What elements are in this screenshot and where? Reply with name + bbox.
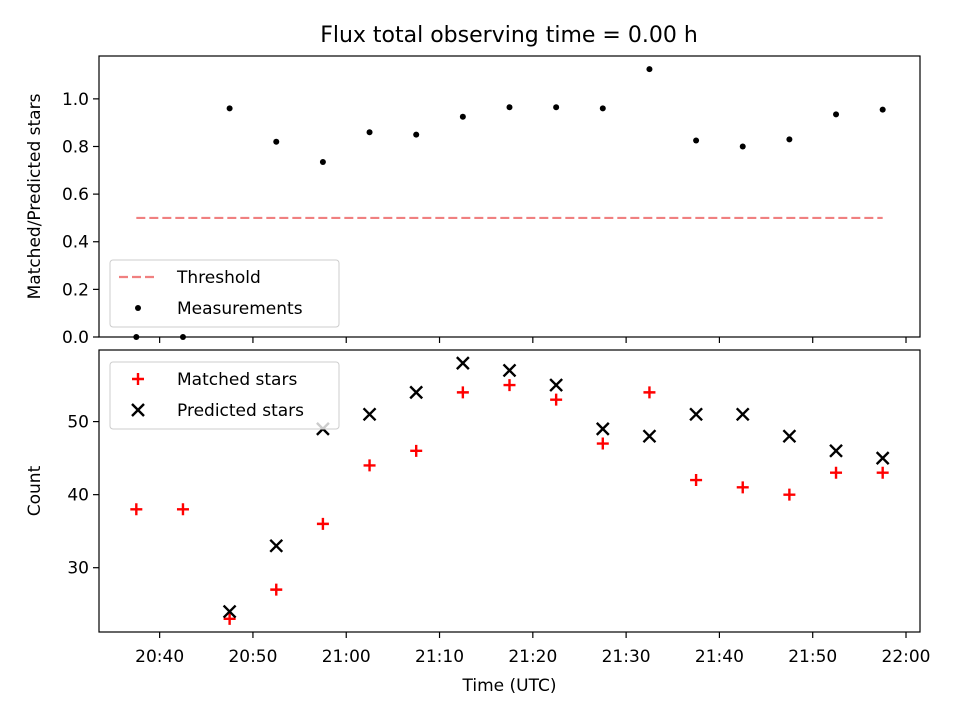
matched-stars-point xyxy=(456,386,469,399)
y-tick-label: 0.0 xyxy=(62,328,89,348)
matched-stars-point xyxy=(736,481,749,494)
measurement-point xyxy=(599,105,606,112)
predicted-stars-point xyxy=(222,604,237,619)
measurement-point xyxy=(226,105,233,112)
predicted-stars-point xyxy=(689,407,703,422)
predicted-stars-point xyxy=(362,407,377,422)
y-axis-label: Matched/Predicted stars xyxy=(25,93,45,299)
x-tick-label: 21:50 xyxy=(788,647,837,667)
x-tick-label: 21:00 xyxy=(322,647,371,667)
matched-stars-point xyxy=(363,459,376,472)
matched-stars-point xyxy=(223,612,236,625)
x-tick-label: 21:40 xyxy=(695,647,744,667)
x-axis-label: Time (UTC) xyxy=(462,676,557,696)
y-tick-label: 40 xyxy=(67,486,89,506)
x-tick-label: 21:30 xyxy=(602,647,651,667)
matched-stars-point xyxy=(270,583,283,596)
y-tick-label: 0.6 xyxy=(62,185,89,205)
predicted-stars-point xyxy=(456,356,470,370)
matched-stars-point xyxy=(643,386,656,399)
predicted-stars-point xyxy=(595,422,610,436)
predicted-stars-point xyxy=(269,538,284,553)
matched-stars-point xyxy=(783,488,796,501)
predicted-stars-point xyxy=(782,429,797,444)
measurement-point xyxy=(739,143,746,150)
measurement-point xyxy=(506,104,513,111)
legend: Matched stars Predicted stars xyxy=(109,361,340,430)
legend-label: Matched stars xyxy=(177,370,297,390)
plot-frame xyxy=(98,55,921,338)
measurement-point xyxy=(273,138,280,145)
matched-stars-point xyxy=(550,393,563,406)
matched-stars-point xyxy=(316,517,329,530)
matched-stars-point xyxy=(876,466,889,479)
plot-frame xyxy=(98,349,921,633)
measurement-point xyxy=(319,158,326,165)
predicted-stars-point xyxy=(735,407,750,422)
measurement-point xyxy=(833,111,840,118)
legend-box xyxy=(109,361,340,430)
measurement-point xyxy=(786,136,793,143)
predicted-stars-point xyxy=(642,429,657,444)
predicted-stars-point xyxy=(409,385,424,400)
x-tick-label: 21:20 xyxy=(508,647,557,667)
predicted-stars-point xyxy=(875,451,890,465)
matched-stars-point xyxy=(503,379,516,392)
legend-measurements-swatch xyxy=(135,305,141,311)
y-tick-label: 30 xyxy=(67,559,89,579)
x-tick-label: 21:10 xyxy=(415,647,464,667)
legend-label: Predicted stars xyxy=(177,401,304,421)
predicted-stars-point xyxy=(502,363,517,378)
x-tick-label: 20:40 xyxy=(135,647,184,667)
matched-stars-point xyxy=(130,503,143,516)
measurement-point xyxy=(459,113,466,120)
measurement-point xyxy=(646,66,653,73)
legend-label: Measurements xyxy=(177,299,303,319)
legend-predicted-swatch xyxy=(131,403,145,417)
y-tick-label: 0.4 xyxy=(62,233,89,253)
matched-stars-point xyxy=(410,444,423,457)
matched-stars-point xyxy=(830,466,843,479)
measurement-point xyxy=(693,137,700,144)
legend-box xyxy=(109,259,340,328)
y-tick-label: 1.0 xyxy=(62,90,89,110)
predicted-stars-point xyxy=(829,443,843,458)
y-axis-label: Count xyxy=(25,465,45,516)
top-panel: 0.0 0.2 0.4 0.6 0.8 1.0 Matched/Predicted star… xyxy=(25,55,921,348)
bottom-panel: 30 40 50 20:40 20:50 21:00 21:10 21:20 21:30 21:4… xyxy=(25,349,931,696)
y-tick-label: 0.2 xyxy=(62,280,89,300)
figure-title: Flux total observing time = 0.00 h xyxy=(320,23,698,48)
measurement-point xyxy=(553,104,560,111)
x-tick-label: 20:50 xyxy=(228,647,277,667)
matched-stars-point xyxy=(596,437,609,450)
legend-matched-swatch xyxy=(132,373,144,385)
legend-label: Threshold xyxy=(176,268,261,288)
measurement-point xyxy=(413,131,420,138)
y-tick-label: 0.8 xyxy=(62,137,89,157)
measurement-point xyxy=(879,106,886,113)
matched-stars-point xyxy=(176,503,189,516)
y-tick-label: 50 xyxy=(67,413,89,433)
predicted-stars-point xyxy=(549,378,563,392)
x-tick-label: 22:00 xyxy=(882,647,931,667)
matched-stars-point xyxy=(690,474,703,487)
legend: Threshold Measurements xyxy=(109,259,340,328)
measurement-point xyxy=(366,129,373,136)
